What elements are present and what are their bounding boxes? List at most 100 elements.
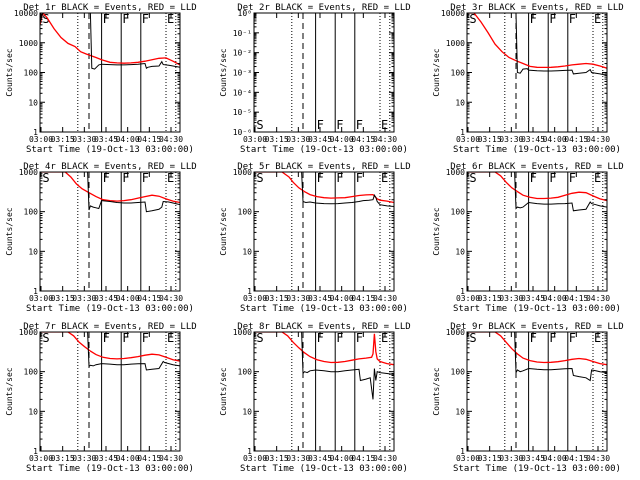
x-tick-label: 03:30 bbox=[72, 454, 96, 463]
flag-E: E bbox=[167, 171, 174, 185]
x-tick-label: 04:30 bbox=[159, 294, 183, 303]
x-tick-label: 04:15 bbox=[351, 454, 375, 463]
series-events bbox=[40, 13, 180, 70]
x-tick-label: 04:00 bbox=[543, 294, 567, 303]
x-tick-label: 03:00 bbox=[29, 135, 53, 144]
flag-F: F bbox=[336, 331, 343, 345]
x-tick-label: 03:30 bbox=[72, 294, 96, 303]
x-tick-label: 03:30 bbox=[286, 294, 310, 303]
x-tick-label: 03:00 bbox=[243, 135, 267, 144]
panel-title: Det 9r BLACK = Events, RED = LLD bbox=[450, 322, 623, 332]
x-tick-label: 03:45 bbox=[521, 294, 545, 303]
flag-F: F bbox=[569, 171, 576, 185]
plot-frame bbox=[39, 171, 181, 292]
x-tick-label: 03:15 bbox=[478, 294, 502, 303]
y-axis-title: Counts/sec bbox=[432, 207, 441, 255]
x-tick-label: 03:45 bbox=[521, 135, 545, 144]
y-tick-label: 1000 bbox=[19, 39, 38, 48]
x-tick-label: 03:45 bbox=[94, 294, 118, 303]
x-tick-label: 04:00 bbox=[543, 454, 567, 463]
x-tick-label: 03:15 bbox=[265, 294, 289, 303]
flag-F: F bbox=[530, 171, 537, 185]
y-tick-label: 10000 bbox=[14, 9, 38, 18]
flag-E: E bbox=[167, 331, 174, 345]
y-axis-title: Counts/sec bbox=[219, 367, 228, 415]
x-axis-title: Start Time (19-Oct-13 03:00:00) bbox=[26, 304, 194, 314]
flag-F: F bbox=[336, 171, 343, 185]
series-events bbox=[254, 332, 394, 400]
x-axis-title: Start Time (19-Oct-13 03:00:00) bbox=[240, 145, 408, 155]
panel-title: Det 2r BLACK = Events, RED = LLD bbox=[237, 3, 410, 13]
plot-frame bbox=[253, 171, 395, 292]
y-tick-label: 1 bbox=[33, 447, 38, 456]
y-tick-label: 100 bbox=[451, 208, 466, 217]
y-tick-label: 10 bbox=[455, 98, 465, 107]
x-tick-label: 04:15 bbox=[351, 135, 375, 144]
series-lld bbox=[467, 172, 607, 202]
y-tick-label: 100 bbox=[451, 69, 466, 78]
x-tick-label: 03:00 bbox=[243, 294, 267, 303]
y-tick-label: 10 bbox=[28, 98, 38, 107]
flag-F: F bbox=[103, 12, 110, 26]
series-events bbox=[467, 172, 607, 212]
plot-frame bbox=[39, 12, 181, 133]
flag-F: F bbox=[103, 331, 110, 345]
x-tick-label: 03:00 bbox=[29, 294, 53, 303]
y-tick-label: 100 bbox=[451, 368, 466, 377]
x-axis-title: Start Time (19-Oct-13 03:00:00) bbox=[26, 145, 194, 155]
x-tick-label: 03:45 bbox=[521, 454, 545, 463]
flag-F: F bbox=[530, 331, 537, 345]
flag-F: F bbox=[569, 12, 576, 26]
x-tick-label: 03:00 bbox=[456, 135, 480, 144]
x-tick-label: 03:30 bbox=[286, 454, 310, 463]
plot-frame bbox=[253, 331, 395, 452]
x-tick-label: 03:30 bbox=[499, 294, 523, 303]
series-events bbox=[40, 172, 180, 213]
y-axis-title: Counts/sec bbox=[219, 48, 228, 96]
x-tick-label: 04:30 bbox=[159, 454, 183, 463]
flag-S: S bbox=[256, 118, 263, 132]
x-tick-label: 04:15 bbox=[137, 135, 161, 144]
y-tick-label: 100 bbox=[238, 368, 253, 377]
y-axis-title: Counts/sec bbox=[5, 207, 14, 255]
x-tick-label: 03:45 bbox=[308, 294, 332, 303]
flag-E: E bbox=[381, 171, 388, 185]
x-tick-label: 03:45 bbox=[94, 454, 118, 463]
series-lld bbox=[254, 172, 394, 204]
x-tick-label: 04:30 bbox=[159, 135, 183, 144]
x-tick-label: 04:15 bbox=[137, 454, 161, 463]
flag-E: E bbox=[167, 12, 174, 26]
y-axis-title: Counts/sec bbox=[5, 48, 14, 96]
y-tick-label: 10⁻⁴ bbox=[233, 88, 252, 97]
flag-F: F bbox=[122, 331, 129, 345]
x-axis-title: Start Time (19-Oct-13 03:00:00) bbox=[240, 304, 408, 314]
flag-F: F bbox=[142, 12, 149, 26]
y-axis-title: Counts/sec bbox=[5, 367, 14, 415]
plot-frame bbox=[466, 171, 608, 292]
flag-S: S bbox=[469, 331, 476, 345]
x-tick-label: 04:30 bbox=[586, 135, 610, 144]
x-tick-label: 03:00 bbox=[456, 294, 480, 303]
plot-frame bbox=[39, 331, 181, 452]
y-tick-label: 1000 bbox=[19, 328, 38, 337]
series-lld bbox=[40, 332, 180, 362]
x-tick-label: 03:30 bbox=[499, 454, 523, 463]
flag-S: S bbox=[256, 171, 263, 185]
x-tick-label: 04:30 bbox=[586, 294, 610, 303]
flag-S: S bbox=[256, 331, 263, 345]
series-lld bbox=[467, 332, 607, 366]
y-tick-label: 100 bbox=[24, 368, 39, 377]
x-tick-label: 03:15 bbox=[51, 135, 75, 144]
